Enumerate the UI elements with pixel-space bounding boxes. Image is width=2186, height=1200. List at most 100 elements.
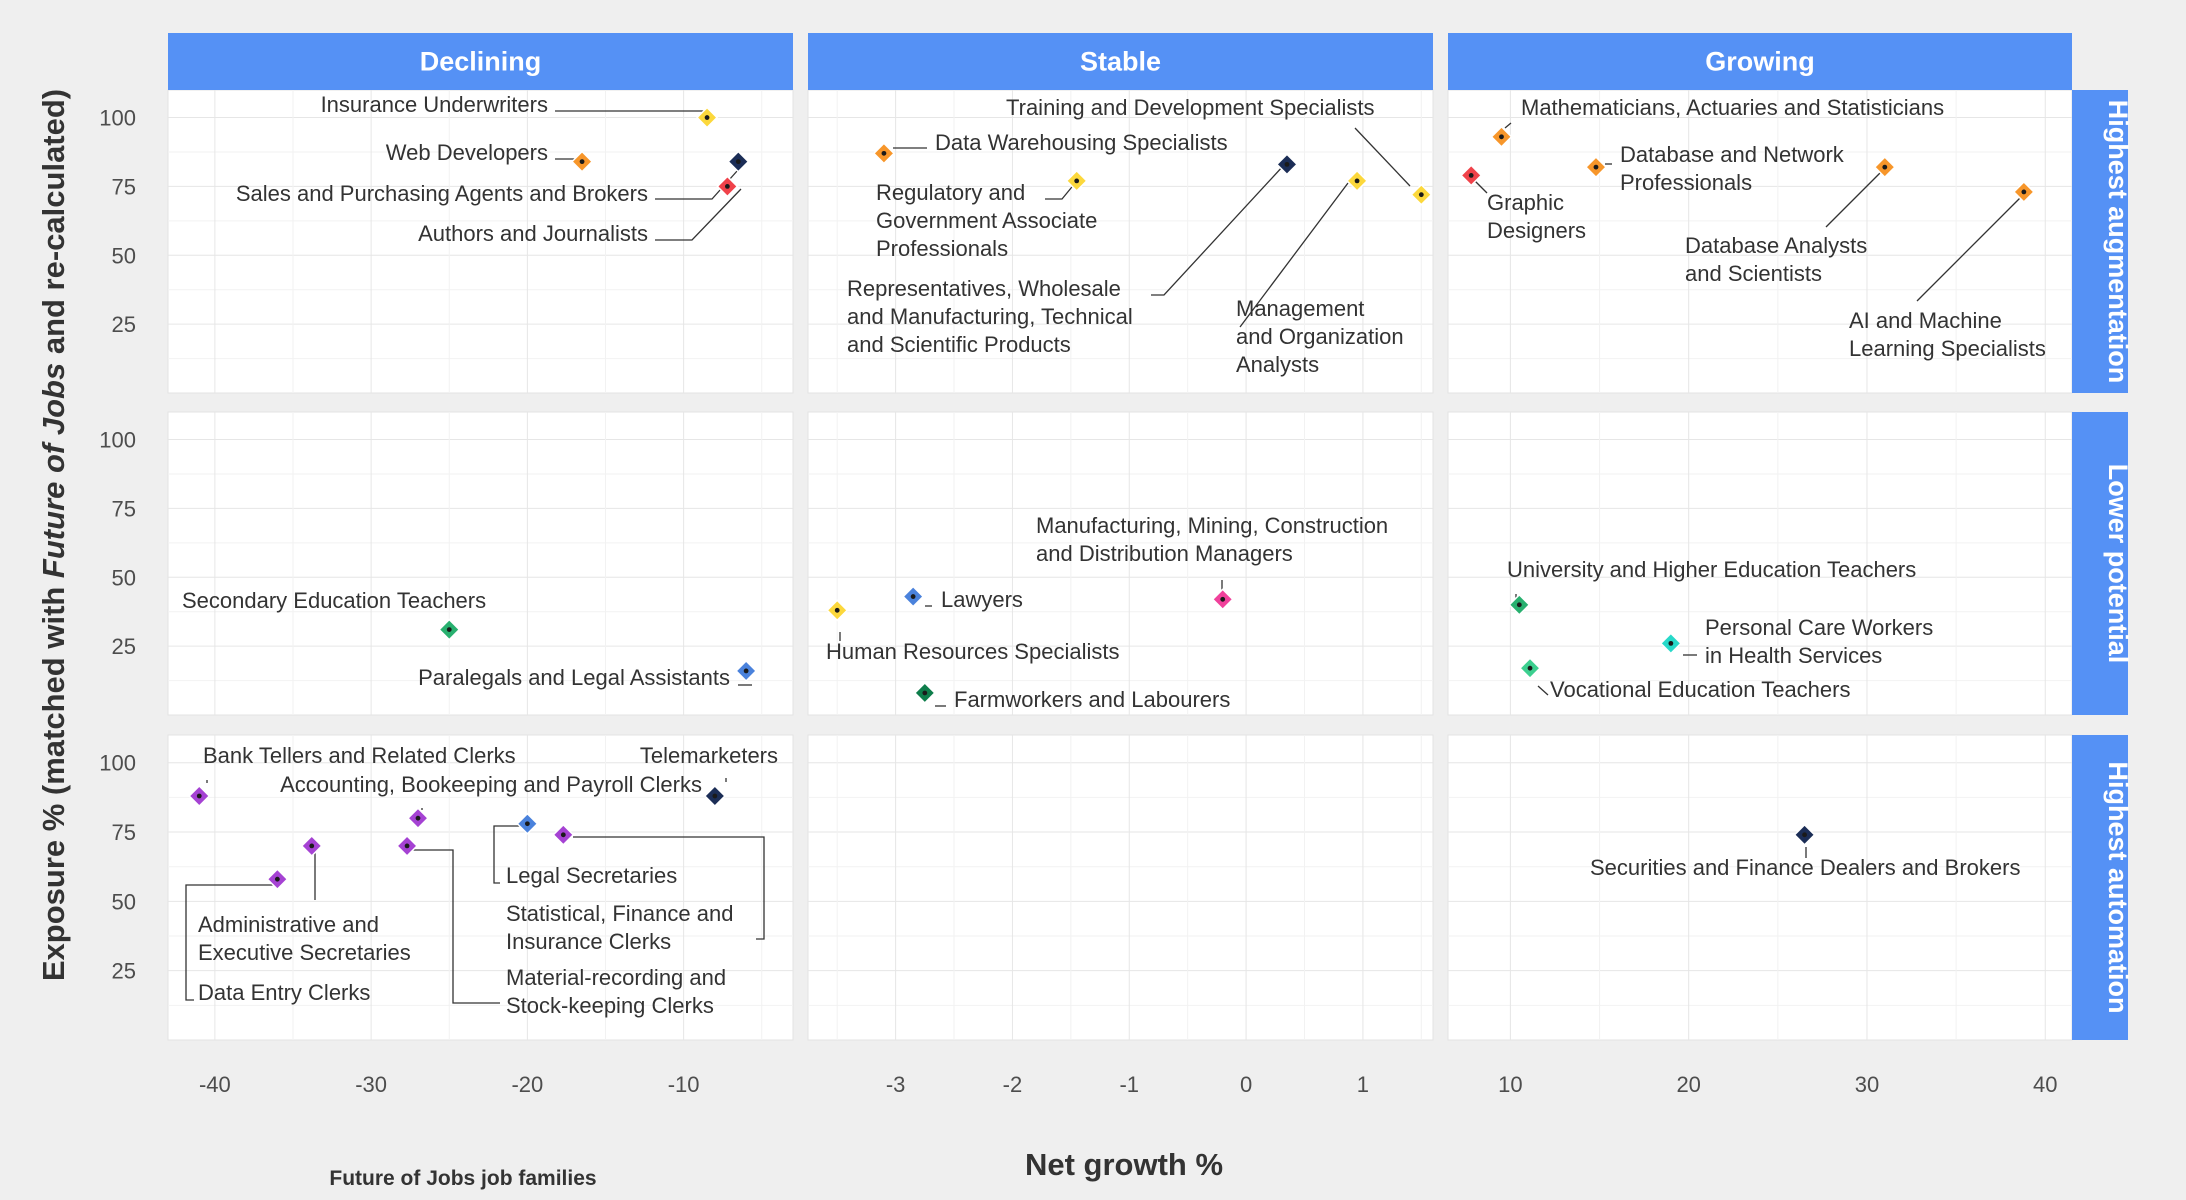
point-label-line: Legal Secretaries (506, 863, 677, 888)
x-tick-label: -10 (668, 1072, 700, 1097)
y-tick-label: 25 (112, 634, 136, 659)
row-strip (2072, 90, 2128, 393)
point-label-line: Database and Network (1620, 142, 1845, 167)
panel-background (167, 734, 794, 1041)
y-tick-label: 50 (112, 243, 136, 268)
data-point-center (1284, 161, 1290, 167)
x-tick-label: -20 (511, 1072, 543, 1097)
point-label-line: Securities and Finance Dealers and Broke… (1590, 855, 2020, 880)
data-point-center (1527, 665, 1533, 671)
point-label: Representatives, Wholesale and Manufactur… (847, 276, 1133, 357)
point-label-line: and Scientific Products (847, 332, 1071, 357)
leader-line (1825, 170, 1883, 228)
point-label: Securities and Finance Dealers and Broke… (1590, 855, 2020, 880)
y-tick-label: 25 (112, 959, 136, 984)
point-label: Paralegals and Legal Assistants (418, 665, 730, 690)
data-point-center (196, 793, 202, 799)
column-strip-label: Declining (420, 47, 542, 77)
row-strip-label: Lower potential (2103, 464, 2133, 664)
column-strip (168, 33, 793, 90)
point-label-line: and Distribution Managers (1036, 541, 1293, 566)
point-label: Vocational Education Teachers (1550, 677, 1850, 702)
point-label-line: Professionals (876, 236, 1008, 261)
data-point-center (922, 690, 928, 696)
point-label: Data Warehousing Specialists (935, 130, 1228, 155)
data-point-center (910, 594, 916, 599)
point-label: Legal Secretaries (506, 863, 677, 888)
data-points (188, 106, 2035, 891)
y-tick-label: 50 (112, 889, 136, 914)
point-label: Personal Care Workers in Health Services (1705, 615, 1933, 668)
leader-line (655, 160, 747, 200)
data-point-center (881, 150, 887, 156)
point-label-line: Bank Tellers and Related Clerks (203, 743, 516, 768)
point-label-line: Management (1236, 296, 1364, 321)
point-label-line: Designers (1487, 218, 1586, 243)
panel-background (807, 89, 1434, 394)
data-point-center (1468, 172, 1474, 178)
leader-line (1151, 164, 1285, 296)
x-axis-ticks: -40 -30 -20 -10 -3 -2 -1 0 1 10 20 30 40 (199, 1072, 2058, 1097)
point-label-line: and Scientists (1685, 261, 1822, 286)
point-label-line: Personal Care Workers (1705, 615, 1933, 640)
x-tick-label: -30 (355, 1072, 387, 1097)
panel-background (1447, 89, 2073, 394)
facet-strips: Declining Stable Growing Highest augmentati… (168, 33, 2133, 1040)
data-point-center (1499, 134, 1504, 140)
point-label-line: Manufacturing, Mining, Construction (1036, 513, 1388, 538)
y-axis-ticks: 25 50 75 100 25 50 75 100 25 50 75 100 (99, 106, 136, 984)
point-label-line: Lawyers (941, 587, 1023, 612)
x-tick-label: -2 (1003, 1072, 1023, 1097)
data-point-center (560, 832, 566, 838)
panel-background (1447, 734, 2073, 1041)
point-label: Insurance Underwriters (321, 92, 548, 117)
point-label-line: Stock-keeping Clerks (506, 993, 714, 1018)
point-label: Farmworkers and Labourers (954, 687, 1230, 712)
y-tick-label: 100 (99, 428, 136, 453)
point-label: Authors and Journalists (418, 221, 648, 246)
data-point-center (1593, 164, 1599, 170)
column-strip-label: Growing (1705, 47, 1815, 77)
x-tick-label: 30 (1855, 1072, 1879, 1097)
x-tick-label: -40 (199, 1072, 231, 1097)
panel-background (1447, 411, 2073, 716)
point-label-line: Executive Secretaries (198, 940, 411, 965)
column-strip (1448, 33, 2072, 90)
x-axis-title: Net growth % (1025, 1147, 1223, 1182)
point-label-line: Administrative and (198, 912, 379, 937)
data-point-center (1418, 192, 1424, 198)
data-point-center (1802, 832, 1807, 838)
leader-line (573, 836, 765, 940)
point-label-line: Professionals (1620, 170, 1752, 195)
point-label: Sales and Purchasing Agents and Brokers (236, 181, 648, 206)
data-point-center (724, 184, 730, 189)
point-label: Material-recording and Stock-keeping Cler… (506, 965, 726, 1018)
panel-background (167, 89, 794, 394)
point-label: Bank Tellers and Related Clerks (203, 743, 516, 768)
x-tick-label: 40 (2033, 1072, 2057, 1097)
point-label: Training and Development Specialists (1006, 95, 1375, 120)
data-point-center (446, 627, 452, 633)
y-tick-label: 25 (112, 312, 136, 337)
leader-line (185, 884, 276, 1001)
point-label: Mathematicians, Actuaries and Statistici… (1521, 95, 1944, 120)
y-tick-label: 75 (112, 820, 136, 845)
point-label-line: Vocational Education Teachers (1550, 677, 1850, 702)
data-point-center (704, 115, 710, 120)
point-label-line: Graphic (1487, 190, 1564, 215)
point-label: Statistical, Finance and Insurance Clerks (506, 901, 733, 954)
point-label-line: Mathematicians, Actuaries and Statistici… (1521, 95, 1944, 120)
data-point-center (415, 815, 421, 821)
point-label-line: Authors and Journalists (418, 221, 648, 246)
point-label-line: Human Resources Specialists (826, 639, 1119, 664)
point-label: Database Analysts and Scientists (1685, 233, 1867, 286)
row-strip (2072, 412, 2128, 715)
leader-line (410, 849, 500, 1004)
point-label-line: and Organization (1236, 324, 1404, 349)
point-label-line: Regulatory and (876, 180, 1025, 205)
row-strip-label: Highest automation (2103, 761, 2133, 1013)
column-strip (808, 33, 1433, 90)
leader-line (1537, 685, 1549, 696)
data-point-center (524, 821, 530, 827)
point-label-line: Insurance Underwriters (321, 92, 548, 117)
